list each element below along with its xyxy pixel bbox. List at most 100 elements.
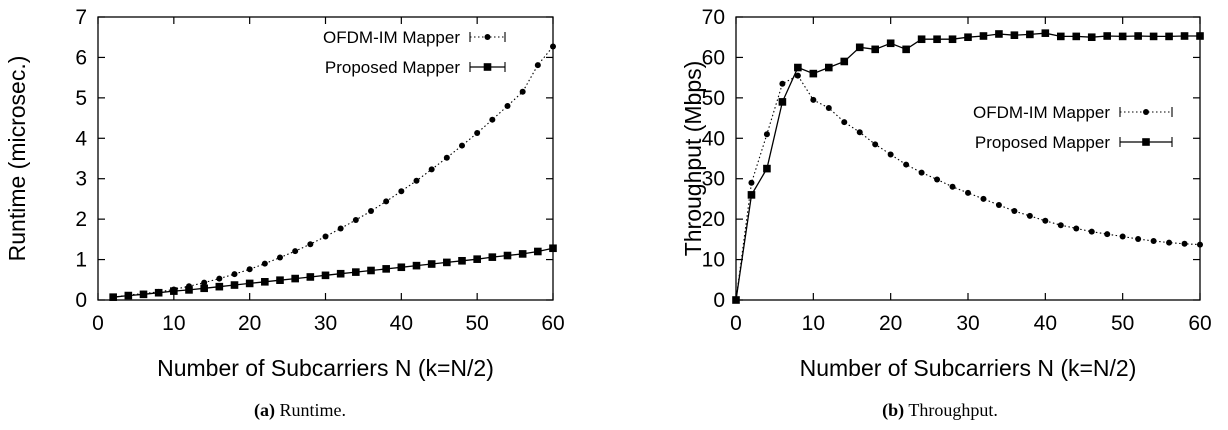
data-point-circle	[748, 179, 755, 186]
data-point-circle	[443, 154, 450, 161]
y-tick-label: 20	[702, 208, 725, 231]
x-tick-label: 40	[390, 312, 413, 335]
legend-label: OFDM-IM Mapper	[973, 103, 1110, 122]
data-point-square	[336, 269, 345, 278]
x-tick-label: 0	[92, 312, 104, 335]
data-point-circle	[307, 241, 314, 248]
data-point-circle	[1135, 235, 1142, 242]
data-point-square	[886, 39, 895, 48]
data-point-square	[1010, 31, 1019, 39]
data-point-circle	[504, 102, 511, 109]
data-point-square	[321, 271, 330, 280]
legend-marker-circle	[484, 34, 491, 40]
y-axis-label: Runtime (microsec.)	[4, 56, 30, 262]
chart-throughput: 0 10 20 30 40 50 60 0 10 20 30 40 50 60 70 Number of Su…	[680, 6, 1212, 421]
figure-caption: (b) Throughput.	[882, 400, 998, 421]
data-point-square	[1103, 32, 1111, 40]
data-point-square	[1196, 32, 1204, 40]
data-point-square	[1026, 30, 1034, 39]
y-tick-label: 6	[75, 46, 87, 69]
caption-label: (b)	[882, 400, 904, 421]
series-line-ofdm-im	[113, 46, 554, 298]
data-point-circle	[322, 233, 329, 240]
legend-marker-square	[1142, 138, 1150, 146]
data-point-square	[995, 30, 1003, 38]
data-point-square	[794, 63, 802, 72]
data-point-circle	[995, 201, 1002, 208]
data-point-square	[230, 281, 239, 289]
x-tick-label: 20	[879, 312, 902, 335]
data-point-square	[382, 265, 390, 273]
data-point-square	[763, 164, 771, 173]
data-point-square	[488, 253, 497, 261]
series-line-ofdm-im	[735, 74, 1201, 301]
data-point-circle	[872, 141, 879, 148]
data-point-circle	[887, 151, 894, 158]
x-tick-label: 40	[1034, 312, 1057, 335]
data-point-square	[933, 35, 941, 44]
y-tick-label: 2	[75, 208, 87, 231]
x-tick-label: 60	[541, 312, 564, 335]
data-point-circle	[949, 183, 956, 190]
y-tick-label: 70	[702, 6, 725, 29]
data-point-square	[367, 266, 375, 275]
data-point-square	[825, 63, 833, 72]
data-point-circle	[1057, 222, 1064, 229]
chart-runtime: 0 10 20 30 40 50 60 0 1 2 3 4 5 6 7 Number of Subcarrie…	[4, 6, 565, 421]
caption-text: Throughput.	[904, 400, 998, 420]
data-point-circle	[216, 275, 223, 282]
data-point-circle	[1088, 228, 1095, 235]
data-point-circle	[428, 166, 435, 173]
data-point-circle	[201, 279, 208, 286]
data-point-square	[215, 282, 224, 291]
y-axis-label: Throughput (Mbps)	[680, 61, 706, 257]
data-point-square	[902, 45, 910, 54]
data-point-square	[809, 69, 818, 78]
data-point-circle	[794, 72, 801, 79]
x-tick-label: 20	[238, 312, 261, 335]
data-point-square	[1087, 33, 1096, 42]
data-point-circle	[1042, 217, 1049, 224]
plot-frame	[735, 16, 1201, 301]
x-tick-label: 50	[1111, 312, 1134, 335]
data-point-circle	[292, 248, 299, 255]
data-point-square	[245, 279, 254, 288]
y-tick-label: 1	[75, 249, 87, 272]
x-tick-label: 30	[956, 312, 979, 335]
data-point-square	[518, 250, 527, 258]
data-point-circle	[519, 88, 526, 95]
data-point-circle	[934, 176, 941, 183]
x-tick-label: 10	[162, 312, 185, 335]
data-point-square	[124, 291, 133, 300]
data-point-square	[139, 290, 148, 299]
data-point-square	[185, 286, 193, 294]
data-point-circle	[383, 198, 390, 205]
y-tick-label: 30	[702, 168, 725, 191]
data-point-circle	[825, 104, 832, 111]
data-point-circle	[368, 208, 374, 215]
x-tick-label: 0	[730, 312, 742, 335]
data-point-square	[306, 273, 315, 281]
y-tick-label: 10	[702, 249, 725, 272]
data-point-square	[549, 244, 557, 253]
data-point-circle	[1011, 208, 1018, 215]
data-point-square	[1041, 29, 1050, 37]
y-tick-label: 0	[713, 289, 725, 312]
legend-label: Proposed Mapper	[975, 133, 1110, 152]
y-tick-label: 60	[702, 46, 725, 69]
data-point-square	[170, 287, 178, 295]
data-point-square	[1118, 32, 1127, 41]
caption-label: (a)	[254, 400, 275, 421]
data-point-square	[534, 247, 542, 256]
data-point-circle	[1197, 241, 1203, 248]
data-point-square	[917, 35, 926, 44]
data-point-square	[473, 255, 481, 263]
data-point-square	[1072, 32, 1081, 41]
data-point-square	[458, 256, 466, 265]
data-point-circle	[231, 271, 238, 278]
data-point-square	[964, 33, 972, 42]
data-point-square	[1057, 32, 1065, 41]
data-point-square	[1149, 32, 1158, 41]
data-point-circle	[1073, 225, 1080, 232]
